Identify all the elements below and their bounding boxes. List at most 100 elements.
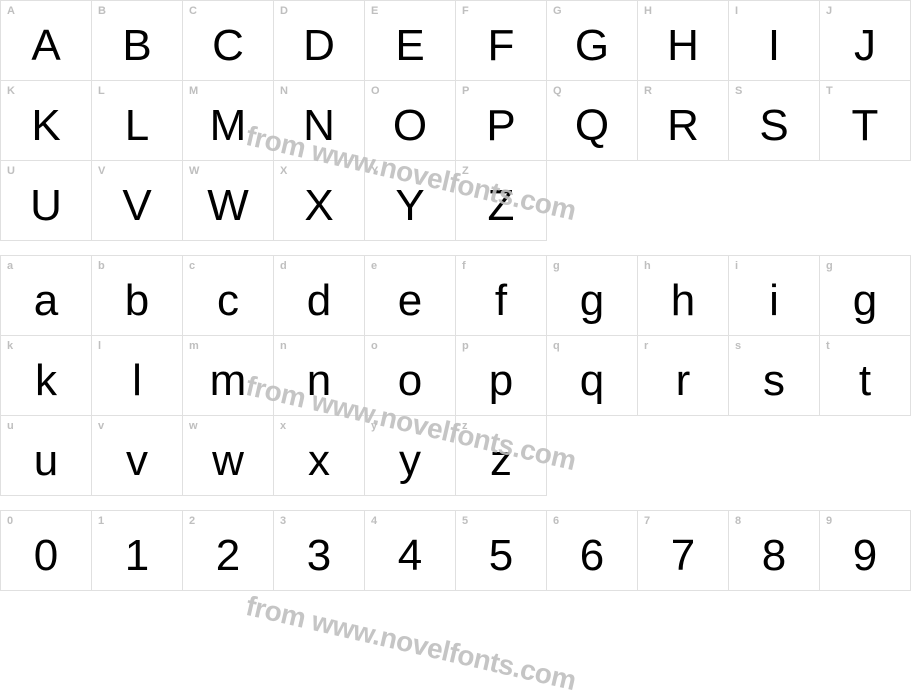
glyph-cell: HH (638, 1, 729, 81)
glyph-cell: ii (729, 256, 820, 336)
glyph: k (35, 356, 57, 405)
glyph-label: i (735, 260, 738, 272)
glyph-cell: QQ (547, 81, 638, 161)
glyph-cell: OO (365, 81, 456, 161)
glyph-label: u (7, 420, 14, 432)
glyph-label: s (735, 340, 741, 352)
glyph: K (31, 101, 60, 150)
glyph-label: S (735, 85, 742, 97)
glyph-cell: SS (729, 81, 820, 161)
glyph-cell: bb (92, 256, 183, 336)
digits-table: 00112233445566778899 (0, 510, 911, 591)
glyph-cell: ff (456, 256, 547, 336)
glyph-label: Y (371, 165, 378, 177)
glyph-label: a (7, 260, 13, 272)
font-character-map: AABBCCDDEEFFGGHHIIJJKKLLMMNNOOPPQQRRSSTT… (0, 0, 911, 668)
glyph: V (122, 181, 151, 230)
glyph-cell: oo (365, 336, 456, 416)
glyph-label: X (280, 165, 287, 177)
glyph-label: U (7, 165, 15, 177)
glyph: q (580, 356, 604, 405)
glyph-label: G (553, 5, 562, 17)
glyph: c (217, 276, 239, 325)
glyph-cell: 55 (456, 511, 547, 591)
glyph-cell: mm (183, 336, 274, 416)
glyph: r (676, 356, 691, 405)
glyph: a (34, 276, 58, 325)
glyph-cell: GG (547, 1, 638, 81)
glyph-cell: RR (638, 81, 729, 161)
glyph-cell: nn (274, 336, 365, 416)
glyph: 6 (580, 531, 604, 580)
glyph-cell: gg (547, 256, 638, 336)
uppercase-table: AABBCCDDEEFFGGHHIIJJKKLLMMNNOOPPQQRRSSTT… (0, 0, 911, 241)
glyph-cell: cc (183, 256, 274, 336)
glyph-label: d (280, 260, 287, 272)
glyph-label: C (189, 5, 197, 17)
glyph: G (575, 21, 609, 70)
glyph-label: O (371, 85, 380, 97)
glyph-label: f (462, 260, 466, 272)
glyph: s (763, 356, 785, 405)
glyph-cell: vv (92, 416, 183, 496)
glyph-cell: rr (638, 336, 729, 416)
glyph-label: t (826, 340, 830, 352)
glyph-label: E (371, 5, 378, 17)
glyph-cell: dd (274, 256, 365, 336)
glyph-label: p (462, 340, 469, 352)
glyph-label: x (280, 420, 286, 432)
glyph: y (399, 436, 421, 485)
glyph: W (207, 181, 249, 230)
glyph-label: z (462, 420, 468, 432)
glyph-cell: UU (1, 161, 92, 241)
glyph: X (304, 181, 333, 230)
glyph-label: J (826, 5, 832, 17)
glyph-cell: KK (1, 81, 92, 161)
glyph-label: I (735, 5, 738, 17)
glyph-cell: xx (274, 416, 365, 496)
glyph: 3 (307, 531, 331, 580)
glyph: J (854, 21, 876, 70)
glyph-label: v (98, 420, 104, 432)
glyph: x (308, 436, 330, 485)
glyph-label: T (826, 85, 833, 97)
glyph: I (768, 21, 780, 70)
glyph-label: r (644, 340, 648, 352)
glyph: p (489, 356, 513, 405)
glyph-label: o (371, 340, 378, 352)
glyph-cell: aa (1, 256, 92, 336)
glyph-label: k (7, 340, 13, 352)
glyph-cell: BB (92, 1, 183, 81)
glyph: L (125, 101, 149, 150)
glyph-cell: EE (365, 1, 456, 81)
glyph-label: 6 (553, 515, 559, 527)
glyph-label: g (553, 260, 560, 272)
glyph: 9 (853, 531, 877, 580)
lowercase-table: aabbccddeeffgghhiiggkkllmmnnooppqqrrsstt… (0, 255, 911, 496)
glyph: 5 (489, 531, 513, 580)
glyph-cell: CC (183, 1, 274, 81)
glyph: M (210, 101, 247, 150)
glyph: 8 (762, 531, 786, 580)
glyph: T (852, 101, 879, 150)
glyph: 7 (671, 531, 695, 580)
glyph-label: m (189, 340, 199, 352)
glyph-label: M (189, 85, 198, 97)
glyph-label: A (7, 5, 15, 17)
glyph: R (667, 101, 699, 150)
glyph-label: 2 (189, 515, 195, 527)
glyph: H (667, 21, 699, 70)
glyph-label: H (644, 5, 652, 17)
glyph-cell: uu (1, 416, 92, 496)
glyph-label: 5 (462, 515, 468, 527)
glyph-cell: JJ (820, 1, 911, 81)
glyph: m (210, 356, 247, 405)
glyph: Y (395, 181, 424, 230)
glyph-cell: ee (365, 256, 456, 336)
glyph-label: N (280, 85, 288, 97)
glyph: 2 (216, 531, 240, 580)
glyph: g (580, 276, 604, 325)
glyph-label: L (98, 85, 105, 97)
glyph-cell: WW (183, 161, 274, 241)
glyph-cell: AA (1, 1, 92, 81)
